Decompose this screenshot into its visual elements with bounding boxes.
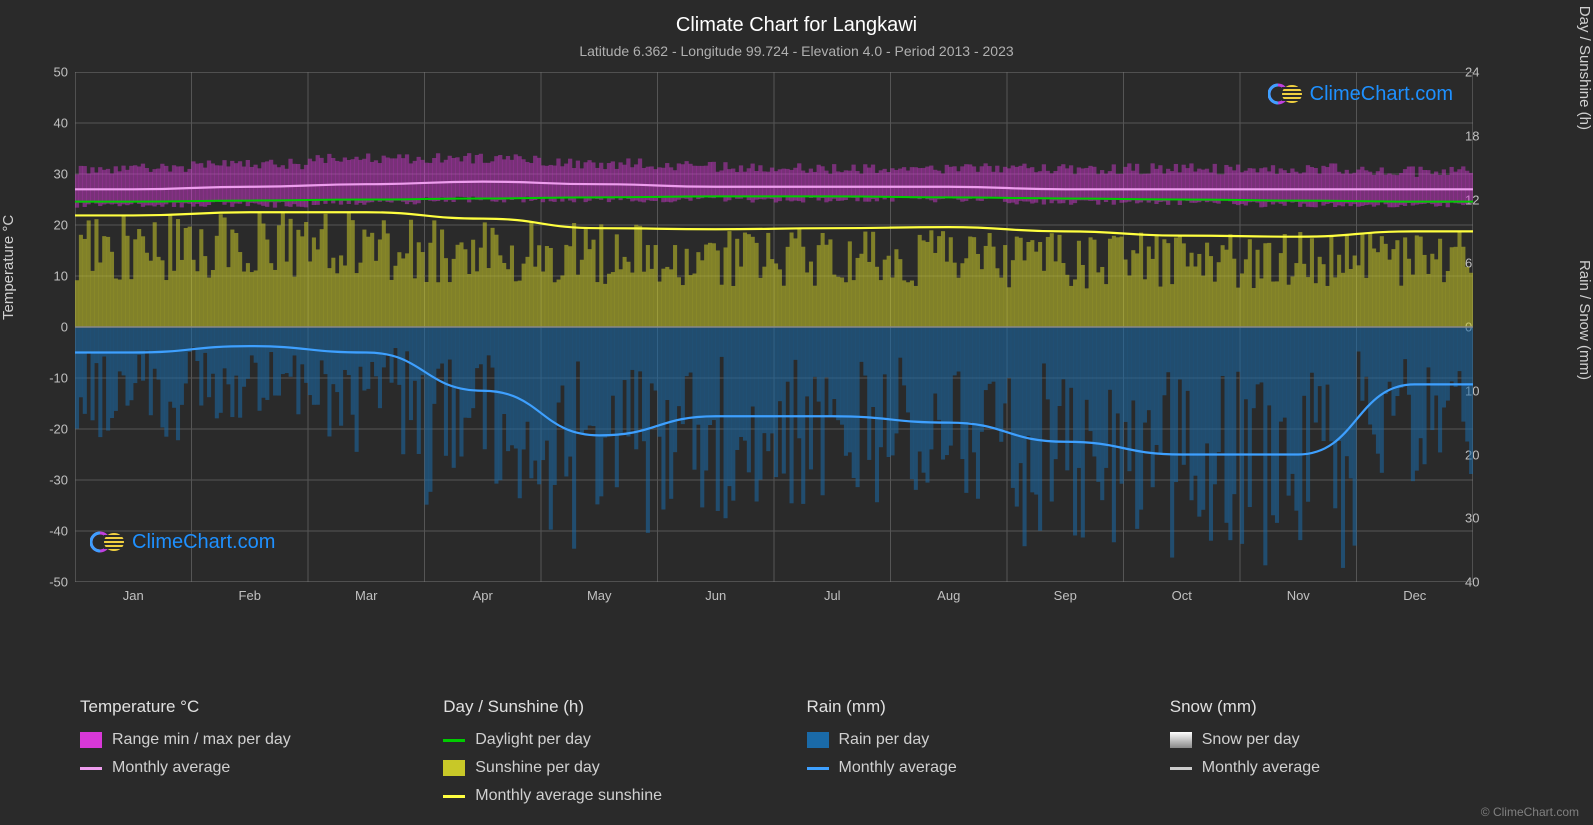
legend-item-rain: Rain per day [807, 731, 1150, 749]
legend-header: Temperature °C [80, 697, 423, 717]
legend-col-temperature: Temperature °C Range min / max per day M… [80, 697, 423, 805]
x-month-tick: Jun [696, 588, 736, 603]
swatch-daylight [443, 739, 465, 742]
swatch-temp-avg [80, 767, 102, 770]
swatch-rain-avg [807, 767, 829, 770]
legend-col-rain: Rain (mm) Rain per day Monthly average [807, 697, 1150, 805]
legend-item-temp-range: Range min / max per day [80, 731, 423, 749]
watermark-top-right: ClimeChart.com [1268, 82, 1453, 106]
legend-item-temp-avg: Monthly average [80, 759, 423, 777]
legend-item-sunshine: Sunshine per day [443, 759, 786, 777]
y-left-tick: 0 [38, 320, 68, 335]
x-month-tick: Oct [1162, 588, 1202, 603]
swatch-sunshine-avg [443, 795, 465, 798]
climate-chart: Climate Chart for Langkawi Latitude 6.36… [0, 0, 1593, 825]
x-month-tick: Apr [463, 588, 503, 603]
x-month-tick: Mar [346, 588, 386, 603]
legend-item-daylight: Daylight per day [443, 731, 786, 749]
swatch-sunshine [443, 760, 465, 776]
y-axis-left-label: Temperature °C [0, 215, 17, 320]
y-axis-right-top-label: Day / Sunshine (h) [1576, 6, 1593, 130]
legend-header: Snow (mm) [1170, 697, 1513, 717]
legend-header: Rain (mm) [807, 697, 1150, 717]
legend-label: Range min / max per day [112, 731, 291, 749]
x-month-tick: Feb [230, 588, 270, 603]
x-month-tick: Jul [812, 588, 852, 603]
y-left-tick: 50 [38, 65, 68, 80]
swatch-snow [1170, 732, 1192, 748]
copyright-text: © ClimeChart.com [1481, 805, 1579, 819]
legend-label: Daylight per day [475, 731, 591, 749]
x-month-tick: Nov [1278, 588, 1318, 603]
plot-area [75, 72, 1473, 582]
logo-icon [90, 530, 126, 554]
legend-col-snow: Snow (mm) Snow per day Monthly average [1170, 697, 1513, 805]
x-month-tick: Dec [1395, 588, 1435, 603]
swatch-snow-avg [1170, 767, 1192, 770]
legend-label: Monthly average [112, 759, 230, 777]
logo-icon [1268, 82, 1304, 106]
legend-label: Snow per day [1202, 731, 1300, 749]
legend-item-rain-avg: Monthly average [807, 759, 1150, 777]
legend-label: Monthly average [1202, 759, 1320, 777]
swatch-rain [807, 732, 829, 748]
chart-title: Climate Chart for Langkawi [0, 0, 1593, 37]
x-month-tick: May [579, 588, 619, 603]
legend-header: Day / Sunshine (h) [443, 697, 786, 717]
y-left-tick: 40 [38, 116, 68, 131]
x-month-tick: Aug [929, 588, 969, 603]
watermark-text: ClimeChart.com [1310, 83, 1453, 106]
y-left-tick: -40 [38, 524, 68, 539]
y-left-tick: -10 [38, 371, 68, 386]
legend-item-snow-avg: Monthly average [1170, 759, 1513, 777]
legend: Temperature °C Range min / max per day M… [80, 697, 1513, 805]
y-left-tick: -30 [38, 473, 68, 488]
y-left-tick: -20 [38, 422, 68, 437]
y-left-tick: 10 [38, 269, 68, 284]
y-left-tick: -50 [38, 575, 68, 590]
x-month-tick: Sep [1045, 588, 1085, 603]
legend-label: Monthly average [839, 759, 957, 777]
watermark-bottom-left: ClimeChart.com [90, 530, 275, 554]
y-left-tick: 20 [38, 218, 68, 233]
swatch-temp-range [80, 732, 102, 748]
legend-col-daylight: Day / Sunshine (h) Daylight per day Suns… [443, 697, 786, 805]
chart-subtitle: Latitude 6.362 - Longitude 99.724 - Elev… [0, 37, 1593, 59]
legend-item-sunshine-avg: Monthly average sunshine [443, 787, 786, 805]
y-axis-right-bottom-label: Rain / Snow (mm) [1576, 260, 1593, 380]
watermark-text: ClimeChart.com [132, 531, 275, 554]
x-month-tick: Jan [113, 588, 153, 603]
legend-label: Monthly average sunshine [475, 787, 662, 805]
legend-label: Sunshine per day [475, 759, 600, 777]
legend-label: Rain per day [839, 731, 930, 749]
y-left-tick: 30 [38, 167, 68, 182]
legend-item-snow: Snow per day [1170, 731, 1513, 749]
